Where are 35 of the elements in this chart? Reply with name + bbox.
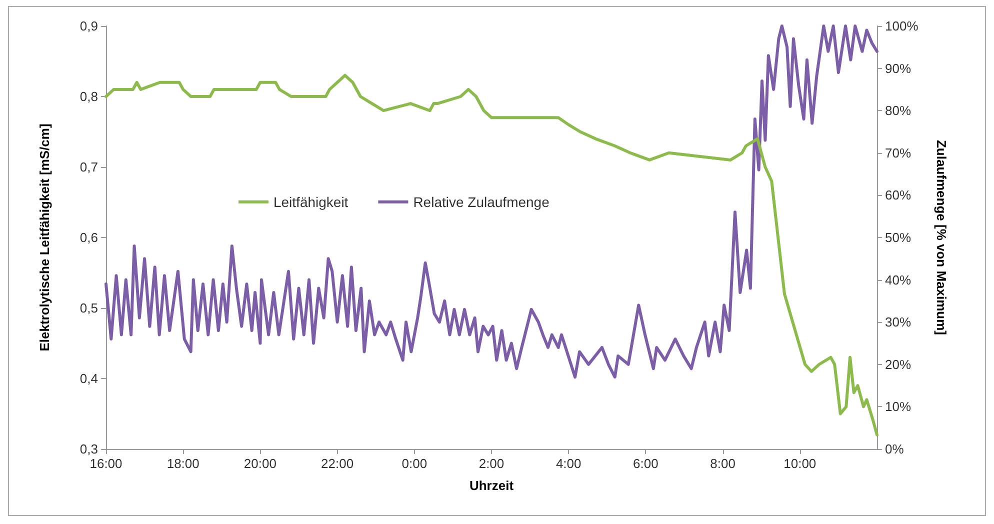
x-tick-label: 2:00 [478, 456, 504, 471]
y2-tick-label: 80% [885, 103, 912, 118]
y-tick-label: 0,4 [80, 371, 98, 386]
y2-tick-label: 40% [885, 272, 912, 288]
legend-label: Relative Zulaufmenge [413, 194, 550, 210]
y2-tick-label: 30% [885, 314, 912, 330]
x-tick-label: 20:00 [244, 456, 276, 471]
y-tick-label: 0,7 [80, 160, 98, 174]
x-tick-label: 22:00 [321, 456, 354, 471]
y2-tick-label: 10% [885, 399, 912, 414]
line-series [104, 74, 878, 436]
y-axis-title: Elektrolytische Leitfähigkeit [mS/cm] [37, 124, 52, 352]
y-tick-label: 0,6 [80, 230, 98, 245]
x-tick-label: 18:00 [166, 456, 200, 471]
x-axis-title: Uhrzeit [469, 478, 514, 493]
x-tick-label: 8:00 [710, 456, 736, 471]
y-tick-label: 0,3 [80, 442, 98, 456]
x-tick-label: 16:00 [90, 456, 122, 471]
x-tick-label: 4:00 [556, 456, 582, 471]
y-tick-label: 0,8 [80, 89, 98, 104]
x-tick-label: 6:00 [633, 456, 658, 471]
x-tick-label: 0:00 [402, 456, 428, 471]
line-series [104, 24, 878, 379]
y2-tick-label: 60% [885, 188, 912, 203]
y-tick-label: 0,5 [80, 300, 98, 316]
y2-tick-label: 50% [885, 230, 912, 245]
y2-tick-label: 100% [885, 18, 919, 34]
x-tick-label: 10:00 [784, 456, 816, 471]
y2-tick-label: 90% [885, 60, 912, 76]
y2-tick-label: 20% [885, 356, 912, 372]
legend-label: Leitfähigkeit [273, 194, 348, 210]
y-tick-label: 0,9 [80, 18, 98, 34]
y2-tick-label: 0% [885, 442, 904, 456]
y2-axis-title: Zulaufmenge [% von Maximum] [934, 140, 949, 336]
y2-tick-label: 70% [885, 145, 912, 160]
